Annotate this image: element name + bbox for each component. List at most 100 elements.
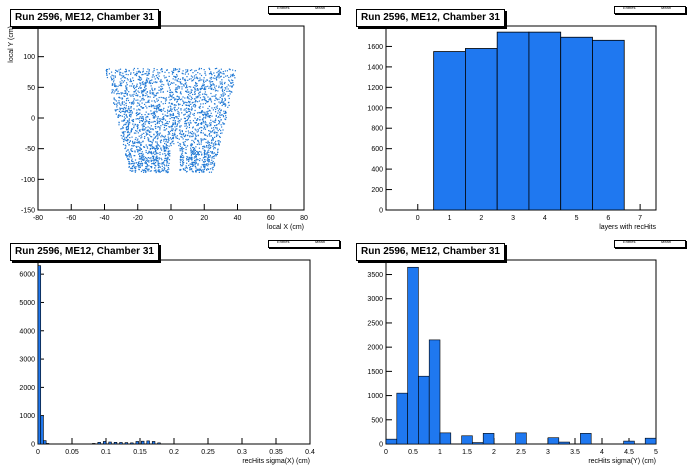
y-tick-label: 0 <box>31 442 35 449</box>
scatter-point <box>208 134 210 136</box>
scatter-point <box>223 112 225 114</box>
scatter-point <box>185 152 187 154</box>
scatter-point <box>129 152 131 155</box>
scatter-point <box>141 136 143 138</box>
scatter-point <box>191 127 194 129</box>
scatter-point <box>181 88 183 90</box>
scatter-point <box>141 169 144 171</box>
scatter-point <box>154 120 156 123</box>
scatter-point <box>183 148 185 150</box>
scatter-point <box>212 145 214 148</box>
scatter-point <box>200 169 203 172</box>
histogram-bar <box>130 442 134 445</box>
scatter-point <box>204 96 206 98</box>
scatter-point <box>154 110 156 112</box>
scatter-point <box>118 100 120 102</box>
scatter-point <box>215 131 217 134</box>
y-tick-label: -50 <box>25 146 35 153</box>
scatter-point <box>214 90 217 92</box>
scatter-point <box>169 113 171 115</box>
x-tick-label: -40 <box>99 215 109 222</box>
scatter-point <box>193 104 195 106</box>
scatter-point <box>218 72 220 74</box>
scatter-point <box>131 128 134 130</box>
scatter-point <box>207 124 209 126</box>
scatter-point <box>193 98 196 100</box>
histogram-bar <box>418 375 430 445</box>
scatter-point <box>136 109 138 111</box>
scatter-point <box>224 70 226 72</box>
scatter-point <box>194 128 196 130</box>
scatter-point <box>150 167 153 169</box>
scatter-point <box>167 115 169 117</box>
scatter-point <box>216 71 218 74</box>
scatter-point <box>191 156 193 159</box>
scatter-point <box>140 90 143 92</box>
scatter-point <box>131 136 133 138</box>
scatter-point <box>209 155 212 157</box>
scatter-point <box>214 95 216 97</box>
scatter-point <box>191 108 193 110</box>
scatter-point <box>211 115 213 117</box>
scatter-point <box>154 159 156 161</box>
scatter-point <box>155 116 157 118</box>
scatter-point <box>214 103 216 105</box>
scatter-point <box>146 115 148 118</box>
histogram-bar <box>623 440 635 445</box>
scatter-point <box>164 71 166 73</box>
scatter-point <box>203 134 206 136</box>
scatter-point <box>160 91 162 93</box>
scatter-point <box>219 132 222 134</box>
scatter-point <box>160 101 162 103</box>
scatter-point <box>111 74 113 76</box>
scatter-point <box>106 71 108 73</box>
scatter-point <box>191 158 193 160</box>
scatter-point <box>135 145 137 148</box>
scatter-point <box>141 162 144 165</box>
scatter-point <box>169 137 172 139</box>
scatter-point <box>194 121 196 124</box>
x-tick-label: 7 <box>638 215 642 222</box>
scatter-point <box>130 131 132 133</box>
scatter-point <box>163 169 165 171</box>
scatter-point <box>141 114 143 116</box>
scatter-point <box>186 102 188 104</box>
scatter-point <box>172 123 174 126</box>
scatter-point <box>208 149 210 151</box>
scatter-point <box>142 125 145 127</box>
scatter-point <box>200 87 202 89</box>
scatter-point <box>111 79 113 81</box>
y-tick-label: 1000 <box>19 413 35 420</box>
scatter-point <box>177 120 179 123</box>
scatter-point <box>197 123 200 125</box>
scatter-point <box>133 144 135 147</box>
scatter-point <box>202 120 205 123</box>
scatter-point <box>159 145 161 147</box>
scatter-point <box>153 163 155 165</box>
scatter-point <box>128 166 130 168</box>
scatter-point <box>120 84 122 87</box>
scatter-point <box>119 107 121 109</box>
scatter-point <box>171 91 174 93</box>
scatter-point <box>220 94 222 96</box>
y-tick-label: 800 <box>371 126 383 133</box>
scatter-point <box>152 152 155 154</box>
scatter-point <box>129 115 131 117</box>
scatter-point <box>133 72 135 74</box>
scatter-point <box>155 157 157 159</box>
scatter-point <box>195 121 197 124</box>
scatter-point <box>163 150 165 152</box>
scatter-point <box>174 121 176 124</box>
scatter-point <box>192 79 194 82</box>
scatter-point <box>204 128 207 130</box>
scatter-point <box>127 128 129 131</box>
scatter-point <box>125 150 128 152</box>
scatter-point <box>176 135 178 137</box>
scatter-point <box>123 92 125 95</box>
scatter-point <box>206 79 208 81</box>
scatter-point <box>221 82 223 84</box>
scatter-point <box>145 121 147 123</box>
scatter-point <box>230 82 232 84</box>
scatter-point <box>196 112 199 114</box>
scatter-point <box>156 132 159 134</box>
